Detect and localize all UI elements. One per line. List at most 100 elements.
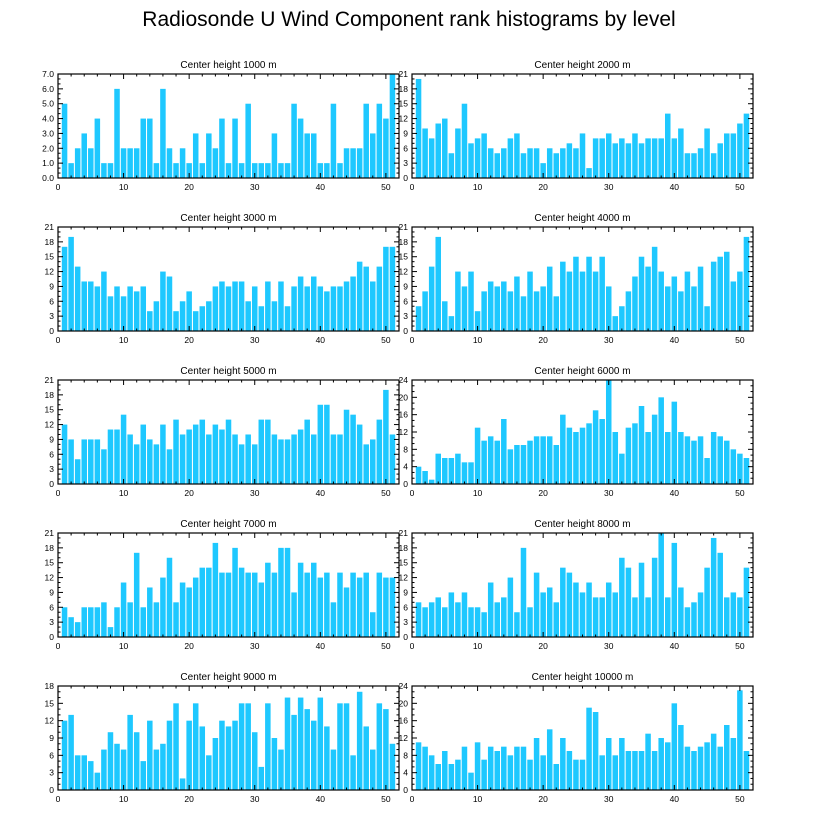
histogram-bar <box>133 444 140 484</box>
histogram-bar <box>612 143 619 178</box>
x-tick-label: 30 <box>250 182 260 192</box>
histogram-bar <box>442 458 448 484</box>
histogram-bar <box>743 113 750 178</box>
y-tick-label: 6.0 <box>42 84 54 94</box>
histogram-bar <box>238 281 245 331</box>
histogram-bar <box>619 738 625 790</box>
x-tick-label: 10 <box>119 641 129 651</box>
histogram-bar <box>737 597 743 637</box>
histogram-bar <box>651 414 658 484</box>
histogram-bar <box>271 572 278 637</box>
y-tick-label: 0 <box>403 479 408 489</box>
histogram-bar <box>553 764 560 790</box>
histogram-bar <box>481 440 487 484</box>
y-tick-label: 0 <box>49 479 54 489</box>
histogram-bar <box>625 291 632 331</box>
histogram-bar <box>520 547 527 637</box>
histogram-bar <box>428 755 435 790</box>
histogram-bar <box>448 153 455 178</box>
histogram-bar <box>599 597 605 637</box>
histogram-bar <box>297 276 304 331</box>
histogram-bar <box>94 607 101 637</box>
histogram-bar <box>560 261 566 331</box>
histogram-bar <box>566 751 573 790</box>
y-tick-label: 16 <box>399 410 409 420</box>
histogram-bar <box>658 271 664 331</box>
histogram-bar <box>520 445 527 484</box>
histogram-bar <box>284 306 291 331</box>
histogram-bar <box>422 291 428 331</box>
histogram-bar <box>232 547 238 637</box>
x-tick-label: 50 <box>381 335 391 345</box>
histogram-bar <box>697 266 704 331</box>
histogram-bar <box>186 291 192 331</box>
histogram-bar <box>507 449 514 484</box>
histogram-bar <box>415 466 422 484</box>
histogram-bar <box>704 128 710 178</box>
histogram-bar <box>743 236 750 331</box>
histogram-bar <box>501 419 507 484</box>
x-tick-label: 40 <box>670 182 680 192</box>
histogram-bar <box>573 148 579 178</box>
histogram-bar <box>304 133 310 178</box>
y-tick-label: 6 <box>49 750 54 760</box>
x-tick-label: 10 <box>119 182 129 192</box>
histogram-bar <box>540 163 546 178</box>
histogram-bar <box>678 587 684 637</box>
y-tick-label: 2.0 <box>42 143 54 153</box>
histogram-bar <box>212 286 219 331</box>
panel-title: Center height 5000 m <box>180 366 276 377</box>
histogram-bar <box>153 444 160 484</box>
y-tick-label: 3 <box>49 768 54 778</box>
x-tick-label: 20 <box>184 641 194 651</box>
histogram-bar <box>619 557 625 637</box>
histogram-bar <box>514 276 520 331</box>
y-tick-label: 12 <box>45 267 55 277</box>
histogram-bar <box>730 592 737 637</box>
y-tick-label: 21 <box>399 222 409 232</box>
histogram-bar <box>540 755 546 790</box>
panel-title: Center height 2000 m <box>534 60 630 71</box>
histogram-bar <box>114 607 120 637</box>
histogram-bar <box>258 419 265 484</box>
histogram-bar <box>160 577 166 637</box>
histogram-bar <box>147 587 153 637</box>
histogram-bar <box>691 286 697 331</box>
histogram-bar <box>428 138 435 178</box>
x-tick-label: 40 <box>670 488 680 498</box>
histogram-bar <box>278 281 284 331</box>
histogram-bar <box>560 414 566 484</box>
y-tick-label: 9 <box>403 587 408 597</box>
histogram-bar <box>435 764 441 790</box>
histogram-bar <box>592 138 599 178</box>
histogram-bar <box>127 148 133 178</box>
histogram-bar <box>592 271 599 331</box>
histogram-bar <box>356 148 363 178</box>
histogram-bar <box>343 587 350 637</box>
histogram-bar <box>533 436 540 484</box>
histogram-bar <box>546 729 553 790</box>
histogram-bar <box>710 153 717 178</box>
histogram-bar <box>599 138 605 178</box>
histogram-bar <box>632 423 638 484</box>
histogram-bar <box>540 436 546 484</box>
histogram-bar <box>540 286 546 331</box>
x-tick-label: 20 <box>538 794 548 804</box>
histogram-bar <box>258 306 265 331</box>
histogram-bar <box>579 592 586 637</box>
histogram-bar <box>645 597 651 637</box>
histogram-bar <box>442 607 448 637</box>
y-tick-label: 6 <box>403 602 408 612</box>
histogram-bar <box>455 453 461 484</box>
histogram-bar <box>678 291 684 331</box>
histogram-bar <box>730 281 737 331</box>
y-tick-label: 15 <box>45 558 55 568</box>
histogram-bar <box>651 138 658 178</box>
y-tick-label: 21 <box>399 528 409 538</box>
histogram-bar <box>389 434 396 484</box>
histogram-bar <box>605 380 612 484</box>
histogram-bar <box>330 602 337 637</box>
histogram-bar <box>573 432 579 484</box>
histogram-bar <box>284 697 291 790</box>
